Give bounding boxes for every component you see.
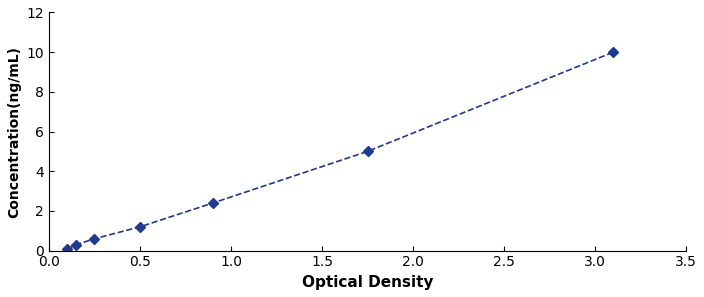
X-axis label: Optical Density: Optical Density [302,275,433,290]
Y-axis label: Concentration(ng/mL): Concentration(ng/mL) [7,45,21,217]
